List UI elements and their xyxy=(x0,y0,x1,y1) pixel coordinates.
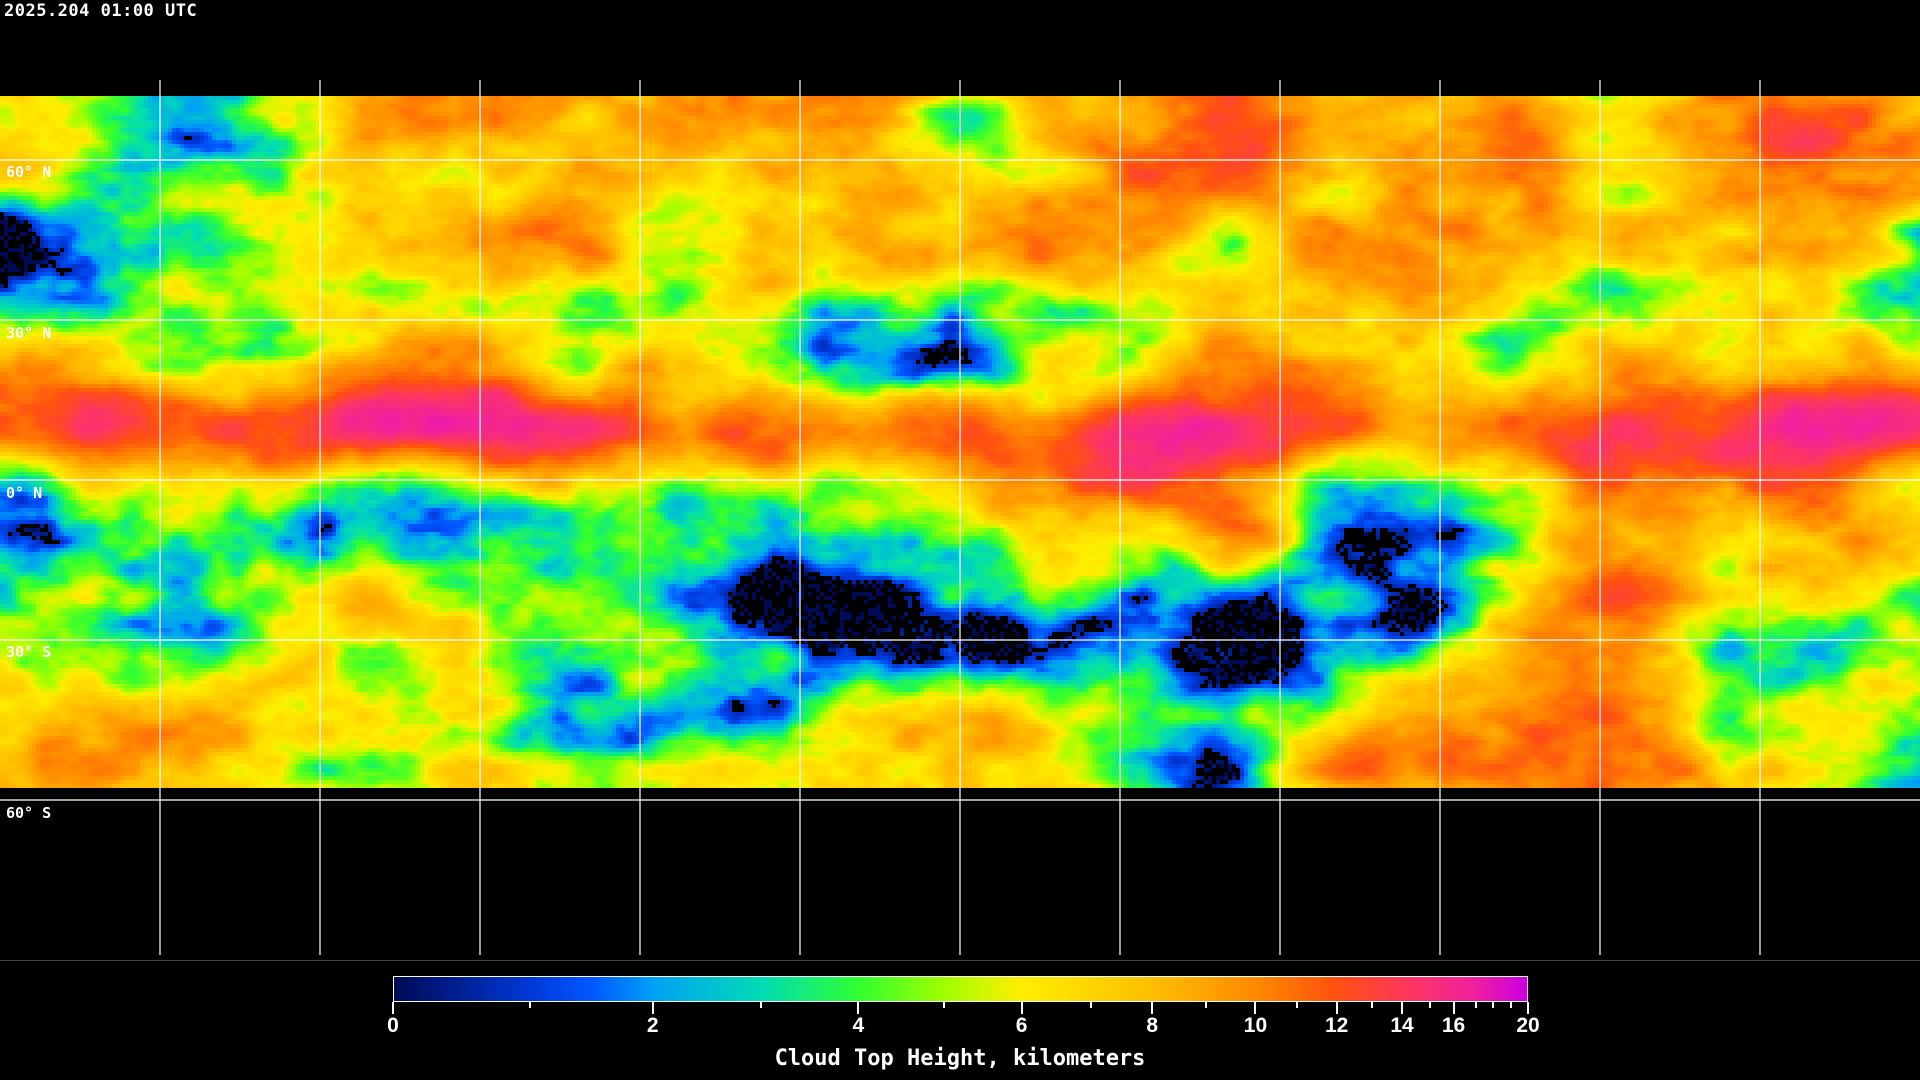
colorbar-tick xyxy=(1020,1002,1023,1014)
colorbar-tick xyxy=(392,1002,394,1014)
colorbar-tick xyxy=(1335,1002,1338,1014)
colorbar-tick-label: 0 xyxy=(387,1014,399,1037)
colorbar-tick-label: 12 xyxy=(1324,1014,1349,1037)
colorbar-tick xyxy=(1492,1002,1495,1008)
colorbar-tick xyxy=(529,1002,532,1008)
lat-label-equator: 0° N xyxy=(6,484,43,502)
colorbar-tick-label: 8 xyxy=(1146,1014,1159,1037)
colorbar-tick xyxy=(943,1002,946,1008)
colorbar xyxy=(393,976,1528,1002)
lat-label-30s: 30° S xyxy=(6,643,52,661)
colorbar-tick-label: 14 xyxy=(1390,1014,1414,1037)
colorbar-tick xyxy=(1254,1002,1257,1014)
lat-label-60s: 60° S xyxy=(6,804,52,822)
colorbar-tick xyxy=(1151,1002,1154,1014)
colorbar-tick-label: 6 xyxy=(1015,1014,1028,1037)
colorbar-tick-label: 2 xyxy=(646,1014,659,1037)
colorbar-tick-label: 20 xyxy=(1516,1014,1540,1037)
cloud-top-height-map: 2025.204 01:00 UTC 60° N 30° N 0° N 30° … xyxy=(0,0,1920,961)
colorbar-tick-label: 4 xyxy=(852,1014,865,1037)
timestamp: 2025.204 01:00 UTC xyxy=(4,1,198,21)
colorbar-title: Cloud Top Height, kilometers xyxy=(774,1046,1146,1071)
colorbar-tick xyxy=(760,1002,763,1008)
colorbar-tick xyxy=(1429,1002,1432,1008)
lat-lon-grid xyxy=(0,80,1920,955)
colorbar-tick-label: 16 xyxy=(1441,1014,1466,1037)
lat-label-60n: 60° N xyxy=(6,163,52,181)
colorbar-tick xyxy=(1370,1002,1373,1008)
colorbar-tick xyxy=(1401,1002,1403,1014)
colorbar-tick xyxy=(1527,1002,1529,1014)
colorbar-tick-label: 10 xyxy=(1243,1014,1268,1037)
colorbar-tick xyxy=(1296,1002,1299,1008)
colorbar-tick xyxy=(1474,1002,1477,1008)
lat-label-30n: 30° N xyxy=(6,324,52,342)
colorbar-tick xyxy=(857,1002,860,1014)
colorbar-tick xyxy=(1205,1002,1208,1008)
colorbar-tick xyxy=(1452,1002,1455,1014)
colorbar-tick xyxy=(1089,1002,1092,1008)
colorbar-tick xyxy=(1510,1002,1513,1008)
colorbar-tick xyxy=(651,1002,654,1014)
